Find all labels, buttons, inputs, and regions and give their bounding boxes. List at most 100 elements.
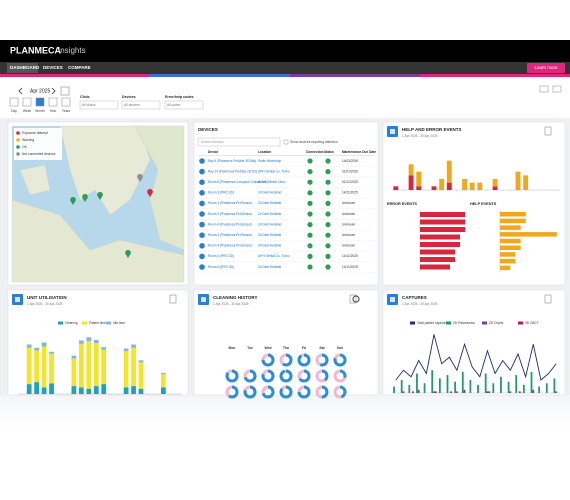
device-location[interactable]: 24 Dent Helsinki [258,212,282,216]
device-icon [199,243,205,249]
bar [34,350,40,383]
search-placeholder[interactable]: Search devices [201,140,224,144]
bar [538,386,541,393]
device-name[interactable]: Room 1 (Planmeca ProSensor) [208,201,252,205]
status-icon [325,200,331,206]
bar [416,171,422,187]
map-legend [14,128,62,160]
bar [484,373,487,393]
next-arrow[interactable] [51,87,56,95]
device-name[interactable]: Room 3 (Planmeca ProSensor) [208,233,252,237]
donut-value [279,369,293,383]
legend-label: 3D CBCT [525,321,539,325]
nav-item[interactable]: DEVICES [43,65,63,70]
view-label[interactable]: Week [23,109,32,113]
device-name[interactable]: Room 4 (Planmeca ProSensor) [208,244,252,248]
device-location[interactable]: UPH Dental Co. Turku [258,169,290,173]
stripe [0,74,150,77]
device-location[interactable]: 24 Dent Helsinki [258,191,282,195]
reflection [0,395,570,440]
filter-label: Devices [122,95,136,99]
grid-view-icon[interactable] [539,85,549,93]
view-label[interactable]: Year [50,109,58,113]
legend-swatch [410,321,415,325]
panel-title: CLEANING HISTORY [213,295,258,300]
map-marker[interactable] [82,193,88,202]
settings-icon[interactable] [352,295,360,303]
column-header: Location [258,150,271,154]
donut-value [315,385,329,399]
device-location[interactable]: 24 Dent Helsinki [258,244,282,248]
view-button[interactable] [48,97,58,107]
bar [71,355,77,359]
map-marker[interactable] [97,191,103,200]
bar [431,370,434,393]
view-button[interactable] [22,97,32,107]
column-header: Status [324,150,334,154]
view-label[interactable]: Years [62,109,71,113]
checkbox[interactable] [283,139,289,145]
view-label[interactable]: Month [35,109,44,113]
filter-value[interactable]: All devices [124,103,140,107]
panel-title: UNIT UTILISATION [27,295,67,300]
device-icon [199,158,205,164]
filter-value[interactable]: All clinics [82,103,96,107]
prev-arrow[interactable] [18,87,23,95]
bar [423,383,426,393]
device-name[interactable]: Room 3 (PRO 3D) [208,191,234,195]
download-icon[interactable] [544,126,552,136]
view-button[interactable] [61,97,71,107]
device-name[interactable]: Room A (PRO 3D) [208,265,234,269]
filter-value[interactable]: All codes [167,103,181,107]
filter-select[interactable] [79,100,119,110]
status-icon [325,243,331,249]
download-icon[interactable] [169,294,177,304]
search-box[interactable] [197,137,281,147]
view-label[interactable]: Day [11,109,17,113]
device-name[interactable]: Ray 14 (Planmeca ProMax 2D S3) [208,169,257,173]
device-location[interactable]: Smile Workshop [258,159,281,163]
map-land [19,164,51,196]
maintenance-date: 14/11/2025 [342,191,358,195]
learn-more[interactable]: Learn more [534,65,558,70]
connection-icon [307,200,313,206]
bar [434,391,437,393]
device-name[interactable]: Room 4 (PRO 3D) [208,254,234,258]
download-icon[interactable] [544,294,552,304]
bar [420,249,455,255]
bar [420,212,465,217]
bar [402,391,405,393]
device-location[interactable]: UPH Dental Co. Turku [258,254,290,258]
panel-subtitle: 1 Apr 2025 - 30 Apr 2025 [27,302,63,306]
device-location[interactable]: 24 Dent Helsinki [258,222,282,226]
bar [431,186,437,190]
connection-icon [307,232,313,238]
bar [500,232,557,237]
device-location[interactable]: 24 Dent Helsinki [258,265,282,269]
device-name[interactable]: Ray 4 (Planmeca ProMax 3D Mid) [208,159,256,163]
map-marker[interactable] [137,173,143,182]
nav-item[interactable]: COMPARE [68,65,91,70]
map-marker[interactable] [70,196,76,205]
donut-value [297,369,311,383]
device-name[interactable]: Room A (Planmeca Compact i Classic V2) [208,180,268,184]
device-location[interactable]: 24 Dent Helsinki [258,201,282,205]
bar [86,337,92,342]
view-button[interactable] [35,97,45,107]
list-view-icon[interactable] [552,85,562,93]
nav-item[interactable]: DASHBOARD [10,65,40,70]
device-location[interactable]: Active Dental Clinic [258,180,286,184]
bar [416,373,418,393]
filter-select[interactable] [121,100,161,110]
maintenance-date: 01/12/2025 [342,180,358,184]
device-location[interactable]: 24 Dent Helsinki [258,233,282,237]
legend-swatch [446,321,451,325]
device-name[interactable]: Room 2 (Planmeca ProSensor) [208,212,252,216]
map-marker[interactable] [125,249,131,258]
device-name[interactable]: Room 4 (Planmeca ProSensor) [208,222,252,226]
map-marker[interactable] [147,188,153,197]
legend-label: Idle time [113,321,125,325]
view-button[interactable] [9,97,19,107]
donut-value [333,369,347,383]
filter-select[interactable] [164,100,204,110]
